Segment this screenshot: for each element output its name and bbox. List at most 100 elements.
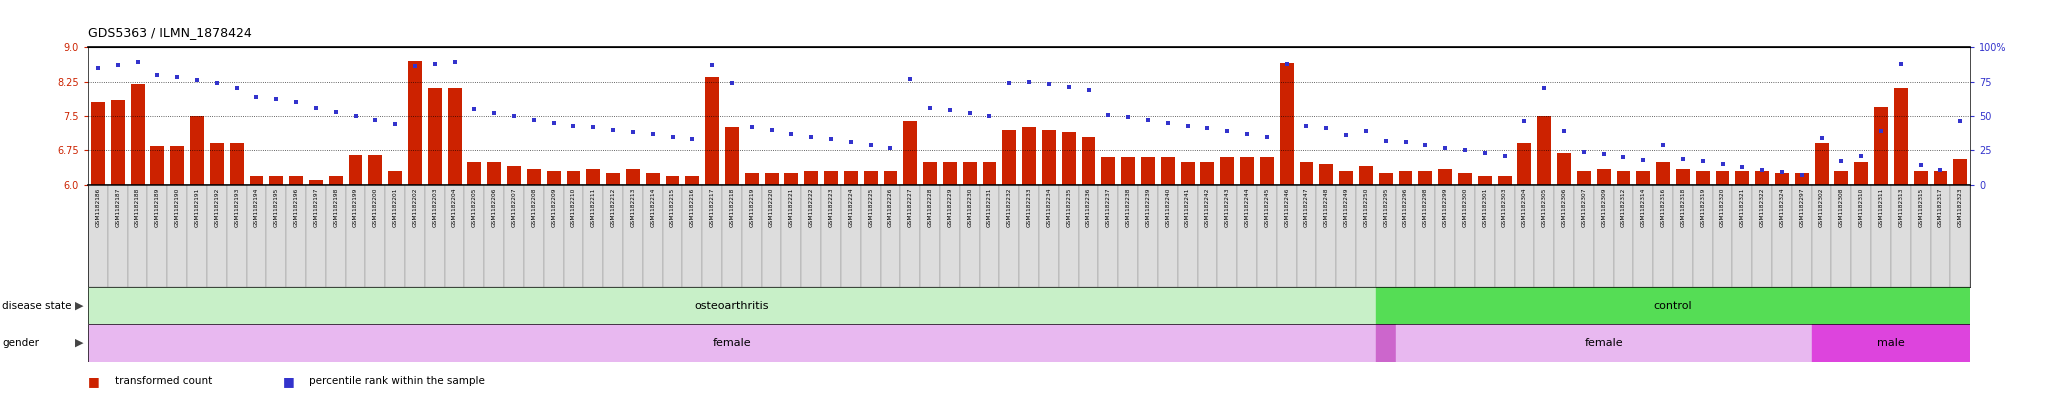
Text: GSM1182237: GSM1182237 [1106,188,1110,227]
Bar [1636,171,1651,185]
Text: GSM1182210: GSM1182210 [571,188,575,227]
Text: GSM1182188: GSM1182188 [135,188,139,227]
Bar [623,185,643,287]
Point [1350,128,1382,134]
Bar [979,185,999,287]
Point [1409,141,1442,148]
Bar [246,185,266,287]
Bar [1280,63,1294,185]
Text: GSM1182224: GSM1182224 [848,188,854,227]
Text: GSM1182233: GSM1182233 [1026,188,1032,227]
Bar [444,185,465,287]
Text: GSM1182204: GSM1182204 [453,188,457,227]
Bar [963,162,977,185]
Point [340,113,373,119]
Bar [467,162,481,185]
Bar [348,155,362,185]
Bar [1454,185,1475,287]
Text: GSM1182221: GSM1182221 [788,188,795,227]
Bar [1815,143,1829,185]
Bar [1812,324,1970,362]
Point [260,96,293,103]
Bar [1851,185,1872,287]
Bar [1237,185,1257,287]
Text: GSM1182303: GSM1182303 [1501,188,1507,227]
Text: gender: gender [2,338,39,348]
Point [1290,122,1323,129]
Text: ■: ■ [283,375,295,388]
Text: GSM1182246: GSM1182246 [1284,188,1288,227]
Bar [1335,185,1356,287]
Point [141,72,174,78]
Text: GSM1182186: GSM1182186 [96,188,100,227]
Text: GSM1182238: GSM1182238 [1126,188,1130,227]
Text: GSM1182208: GSM1182208 [530,188,537,227]
Bar [1022,127,1036,185]
Bar [547,171,561,185]
Bar [1118,185,1139,287]
Text: GSM1182242: GSM1182242 [1204,188,1210,227]
Text: GSM1182232: GSM1182232 [1008,188,1012,227]
Text: GSM1182230: GSM1182230 [967,188,973,227]
Bar [111,100,125,185]
Bar [1317,185,1335,287]
Bar [1675,169,1690,185]
Text: male: male [1878,338,1905,348]
Text: GSM1182248: GSM1182248 [1323,188,1329,227]
Bar [1911,185,1931,287]
Bar [326,185,346,287]
Point [1686,158,1718,164]
Bar [1812,185,1831,287]
Point [162,74,195,81]
Bar [147,185,168,287]
Bar [1200,162,1214,185]
Bar [1872,185,1890,287]
Text: GSM1182308: GSM1182308 [1839,188,1843,227]
Point [1370,138,1403,144]
Text: GSM1182312: GSM1182312 [1620,188,1626,227]
Bar [1534,185,1554,287]
Point [418,61,451,67]
Bar [801,185,821,287]
Point [1151,119,1184,126]
Bar [1634,185,1653,287]
Bar [983,162,997,185]
Bar [682,185,702,287]
Text: GSM1182197: GSM1182197 [313,188,317,227]
Text: GSM1182192: GSM1182192 [215,188,219,227]
Point [1032,81,1065,87]
Text: GSM1182195: GSM1182195 [274,188,279,227]
Point [774,130,807,137]
Bar [346,185,365,287]
Point [1587,151,1620,158]
Text: GSM1182247: GSM1182247 [1305,188,1309,227]
Bar [1356,185,1376,287]
Point [299,105,332,111]
Point [1667,155,1700,162]
Text: GSM1182222: GSM1182222 [809,188,813,227]
Text: percentile rank within the sample: percentile rank within the sample [309,376,485,386]
Text: GSM1182229: GSM1182229 [948,188,952,227]
Text: GSM1182307: GSM1182307 [1581,188,1587,227]
Bar [1694,185,1712,287]
Point [1944,118,1976,125]
Bar [1141,157,1155,185]
Point [715,80,748,86]
Bar [1395,185,1415,287]
Bar [1042,130,1057,185]
Bar [702,185,723,287]
Text: GSM1182228: GSM1182228 [928,188,932,227]
Point [1468,150,1501,156]
Point [795,133,827,140]
Point [952,110,985,116]
Point [1073,86,1106,93]
Bar [131,84,145,185]
Point [201,80,233,86]
Bar [309,180,324,185]
Point [537,119,569,126]
Bar [424,185,444,287]
Text: GSM1182236: GSM1182236 [1085,188,1092,227]
Text: GSM1182306: GSM1182306 [1561,188,1567,227]
Bar [903,121,918,185]
Point [1804,135,1837,141]
